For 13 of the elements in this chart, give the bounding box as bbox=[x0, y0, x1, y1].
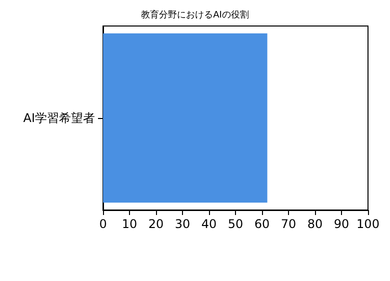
x-tick-label: 0 bbox=[99, 217, 107, 231]
x-tick-label: 10 bbox=[122, 217, 138, 231]
x-tick-label: 70 bbox=[280, 217, 296, 231]
x-tick-label: 20 bbox=[148, 217, 164, 231]
x-tick-label: 40 bbox=[201, 217, 217, 231]
chart-title: 教育分野におけるAIの役割 bbox=[141, 10, 249, 20]
x-tick-label: 100 bbox=[356, 217, 380, 231]
x-tick-label: 60 bbox=[254, 217, 270, 231]
x-tick-label: 90 bbox=[334, 217, 350, 231]
x-tick-label: 80 bbox=[307, 217, 323, 231]
x-tick-label: 30 bbox=[174, 217, 190, 231]
y-tick-label: AI学習希望者 bbox=[23, 111, 95, 125]
x-tick-label: 50 bbox=[228, 217, 244, 231]
